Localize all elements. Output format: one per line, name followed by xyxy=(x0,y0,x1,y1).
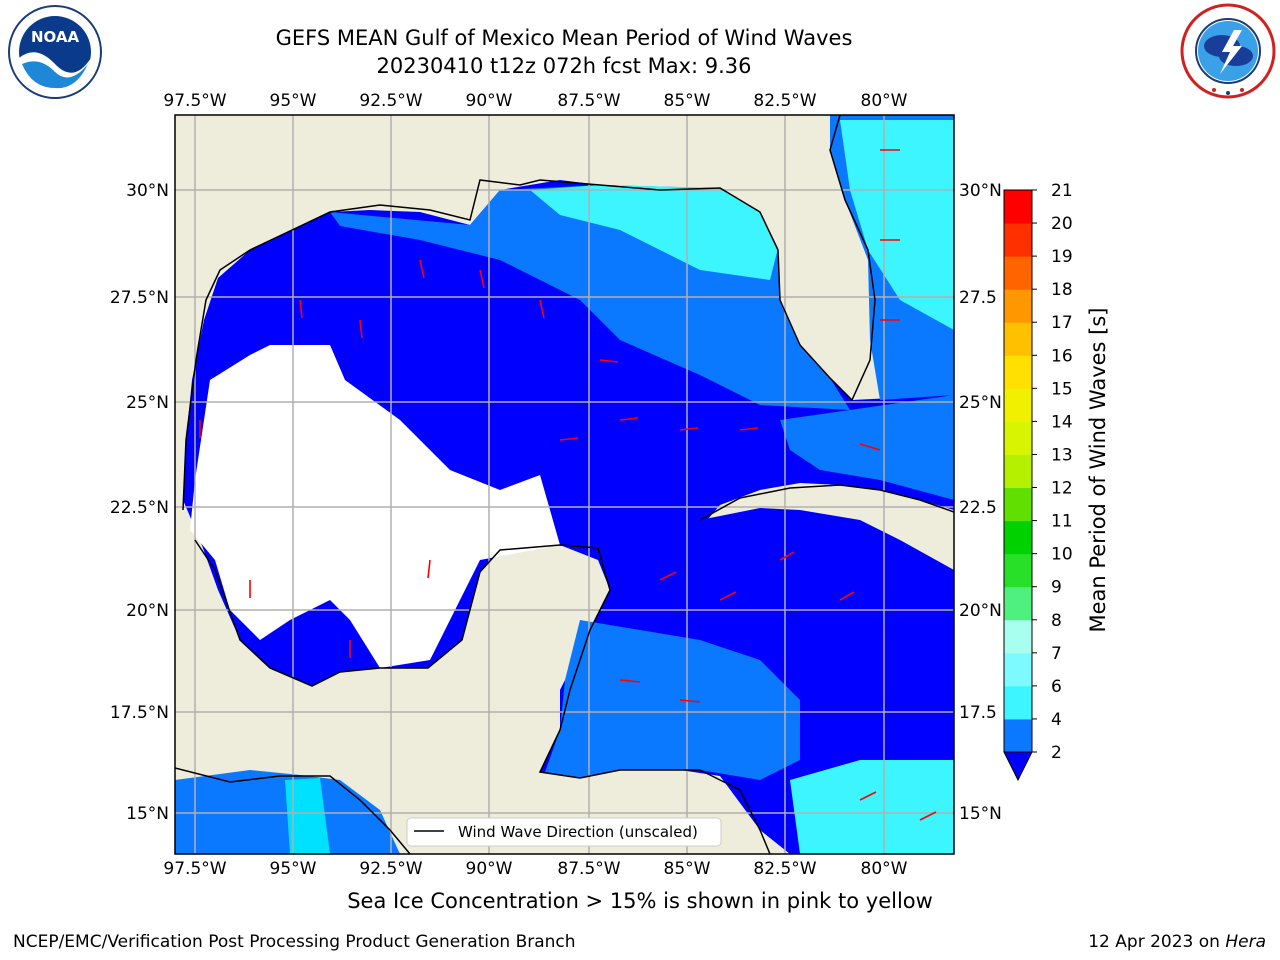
lon-tick-top: 80°W xyxy=(861,91,908,111)
lon-tick-bottom: 90°W xyxy=(466,859,513,879)
colorbar-segment xyxy=(1004,355,1032,389)
colorbar-tick-label: 4 xyxy=(1051,710,1062,730)
lat-tick-left: 17.5°N xyxy=(110,703,169,723)
colorbar-segment xyxy=(1004,454,1032,489)
map-frame xyxy=(174,114,955,855)
honduras-shelf-waves xyxy=(545,620,800,780)
colorbar-tick-label: 7 xyxy=(1051,644,1062,664)
colorbar-label: Mean Period of Wind Waves [s] xyxy=(1086,308,1110,633)
colorbar-tick-label: 17 xyxy=(1051,313,1073,333)
atlantic-waves-light xyxy=(840,120,954,330)
colorbar-segment xyxy=(1004,619,1032,654)
colorbar-segment xyxy=(1004,586,1032,621)
colorbar-segment xyxy=(1004,190,1032,224)
lat-tick-left: 22.5°N xyxy=(110,498,169,518)
lat-tick-left: 27.5°N xyxy=(110,288,169,308)
lon-tick-bottom: 97.5°W xyxy=(163,859,226,879)
colorbar-tick-label: 20 xyxy=(1051,214,1073,234)
colorbar-tick-label: 9 xyxy=(1051,578,1062,598)
credit-text: NCEP/EMC/Verification Post Processing Pr… xyxy=(13,932,576,952)
colorbar-segment xyxy=(1004,652,1032,687)
chart-subtitle: 20230410 t12z 072h fcst Max: 9.36 xyxy=(376,54,752,78)
colorbar-outline xyxy=(1003,189,1033,753)
south-caribbean-waves xyxy=(790,760,954,854)
machine-name: Hera xyxy=(1225,932,1266,952)
colorbar-segment xyxy=(1004,685,1032,720)
colorbar-segment xyxy=(1004,718,1032,753)
florida-shelf-waves xyxy=(530,185,778,280)
lat-tick-right: 30°N xyxy=(959,181,1002,201)
lon-tick-bottom: 85°W xyxy=(664,859,711,879)
colorbar-tick-label: 6 xyxy=(1051,677,1062,697)
lat-tick-left: 20°N xyxy=(126,601,169,621)
chart-title: GEFS MEAN Gulf of Mexico Mean Period of … xyxy=(275,26,853,50)
lon-tick-top: 87.5°W xyxy=(557,91,620,111)
colorbar-segment xyxy=(1004,388,1032,422)
keys-waves xyxy=(780,395,954,500)
map-legend: Wind Wave Direction (unscaled) xyxy=(406,817,722,847)
lat-tick-right: 15°N xyxy=(959,804,1002,824)
colorbar-tick-label: 18 xyxy=(1051,280,1073,300)
lon-tick-top: 90°W xyxy=(466,91,513,111)
cuba-coastline xyxy=(699,484,954,521)
lat-tick-right: 25°N xyxy=(959,393,1002,413)
colorbar-tick-label: 8 xyxy=(1051,611,1062,631)
colorbar-tick-label: 2 xyxy=(1051,743,1062,763)
colorbar-segment xyxy=(1004,322,1032,356)
nws-logo xyxy=(1180,3,1276,99)
lat-tick-left: 15°N xyxy=(126,804,169,824)
colorbar-segment xyxy=(1004,421,1032,455)
date-stamp: 12 Apr 2023 on Hera xyxy=(1088,932,1266,952)
lat-tick-left: 30°N xyxy=(126,181,169,201)
colorbar-extend-triangle xyxy=(1003,751,1033,782)
lon-tick-bottom: 95°W xyxy=(270,859,317,879)
colorbar-segment xyxy=(1004,520,1032,555)
colorbar-segment xyxy=(1004,289,1032,323)
colorbar-tick-label: 21 xyxy=(1051,181,1073,201)
lon-tick-bottom: 82.5°W xyxy=(753,859,816,879)
colorbar-tick-label: 12 xyxy=(1051,479,1073,499)
coastline xyxy=(182,115,876,511)
colorbar-tick-label: 19 xyxy=(1051,247,1073,267)
lon-tick-bottom: 80°W xyxy=(861,859,908,879)
lat-tick-right: 22.5 xyxy=(959,498,997,518)
colorbar-tick-label: 14 xyxy=(1051,412,1073,432)
lon-tick-top: 82.5°W xyxy=(753,91,816,111)
yucatan-coastline xyxy=(194,539,771,854)
lat-tick-left: 25°N xyxy=(126,393,169,413)
colorbar-tick-label: 16 xyxy=(1051,346,1073,366)
lon-tick-top: 97.5°W xyxy=(163,91,226,111)
lat-tick-right: 20°N xyxy=(959,601,1002,621)
colorbar-tick-label: 13 xyxy=(1051,445,1073,465)
colorbar-segment xyxy=(1004,487,1032,522)
noaa-logo: NOAA xyxy=(8,5,102,99)
map-area xyxy=(175,115,954,854)
lon-tick-top: 85°W xyxy=(664,91,711,111)
lon-tick-top: 92.5°W xyxy=(359,91,422,111)
date-text: 12 Apr 2023 on xyxy=(1088,932,1226,952)
colorbar-tick-label: 15 xyxy=(1051,379,1073,399)
colorbar-tick-label: 11 xyxy=(1051,512,1073,532)
wind-wave-arrows xyxy=(199,149,937,821)
lat-tick-right: 27.5 xyxy=(959,288,997,308)
pacific-waves-light xyxy=(285,778,330,854)
lon-tick-bottom: 87.5°W xyxy=(557,859,620,879)
lon-tick-bottom: 92.5°W xyxy=(359,859,422,879)
colorbar-segment xyxy=(1004,256,1032,290)
noaa-logo-text: NOAA xyxy=(31,28,80,46)
sea-ice-note: Sea Ice Concentration > 15% is shown in … xyxy=(347,889,933,913)
colorbar-tick-label: 10 xyxy=(1051,545,1073,565)
pacific-coastline xyxy=(175,767,411,854)
lat-tick-right: 17.5 xyxy=(959,703,997,723)
graticule xyxy=(175,115,954,854)
colorbar-segment xyxy=(1004,223,1032,257)
colorbar-segment xyxy=(1004,553,1032,588)
lon-tick-top: 95°W xyxy=(270,91,317,111)
legend-label: Wind Wave Direction (unscaled) xyxy=(458,823,698,841)
colorbar: 2 4 6 7 8 9 10 11 12 13 14 15 16 17 18 19 20 21 xyxy=(1003,181,1073,782)
